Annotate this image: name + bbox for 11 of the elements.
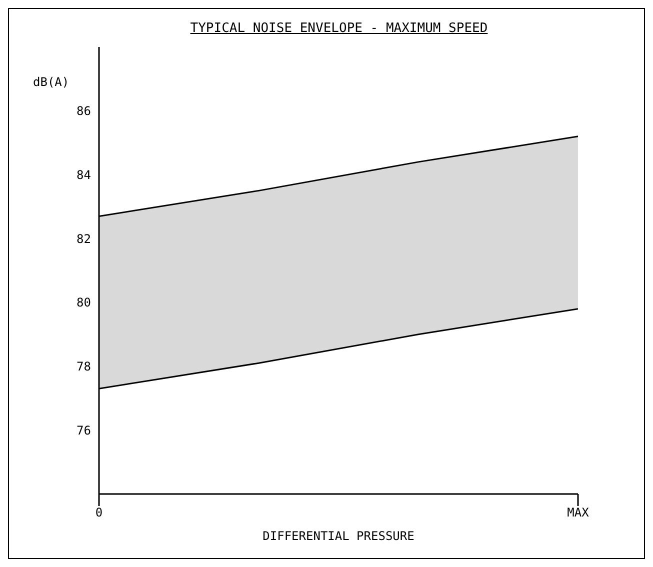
y-tick-label: 80 (76, 296, 91, 310)
x-tick-label: 0 (95, 506, 103, 520)
x-tick-label: MAX (567, 506, 590, 520)
chart-title: TYPICAL NOISE ENVELOPE - MAXIMUM SPEED (189, 21, 489, 36)
y-tick-label: 86 (76, 104, 91, 118)
y-tick-label: 78 (76, 360, 91, 374)
y-axis-title: dB(A) (33, 75, 70, 89)
x-axis-title: DIFFERENTIAL PRESSURE (262, 529, 414, 543)
y-tick-label: 76 (76, 423, 91, 438)
y-tick-label: 82 (76, 232, 91, 246)
y-tick-label: 84 (76, 168, 91, 182)
